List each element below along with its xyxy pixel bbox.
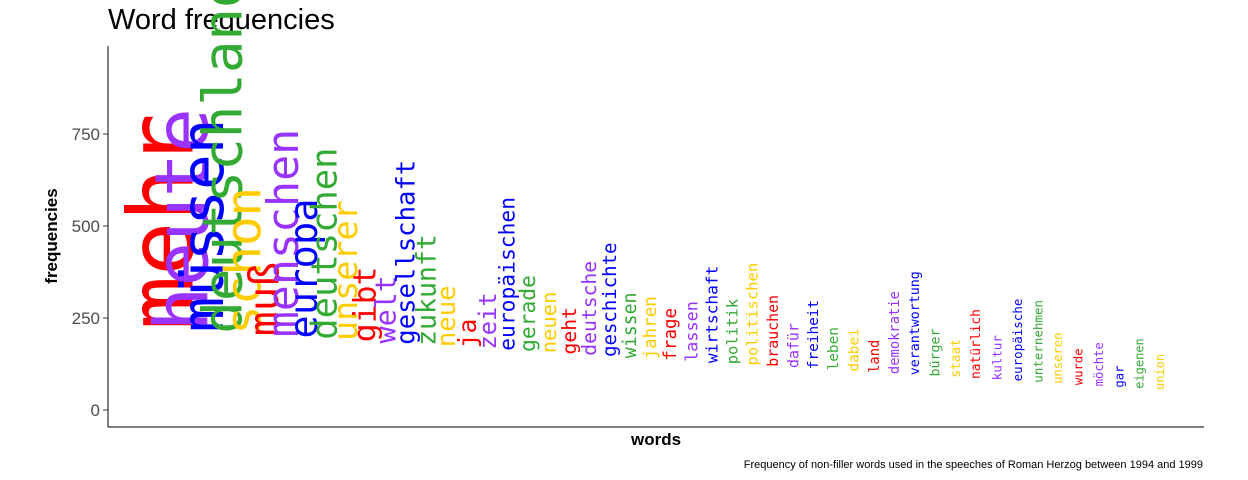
word-marks: mehrheutemüssendeutschlandschonmußmensch… [110,0,1168,390]
word-mark-politischen: politischen [744,263,762,366]
word-mark-gesellschaft: gesellschaft [391,160,421,345]
word-mark-brauchen: brauchen [764,295,782,367]
word-mark-deutsche: deutsche [578,261,601,356]
word-mark-zeit: zeit [474,292,502,349]
word-mark-deutschen: deutschen [304,147,345,339]
word-mark-schon: schon [215,187,273,335]
word-mark-europäische: europäische [1010,299,1025,382]
word-mark-freiheit: freiheit [806,300,822,369]
word-mark-union: union [1153,354,1167,390]
word-mark-unternehmen: unternehmen [1030,300,1045,383]
axes: 0 250 500 750 [72,46,1204,428]
word-mark-verantwortung: verantwortung [908,271,923,375]
word-mark-frage: frage [661,308,681,361]
word-mark-europa: europa [282,198,327,338]
word-mark-eigenen: eigenen [1133,338,1147,389]
word-mark-natürlich: natürlich [969,309,984,379]
word-mark-heute: heute [139,108,225,331]
word-mark-dafür: dafür [784,323,802,368]
word-mark-unserer: unserer [326,200,365,341]
word-mark-land: land [867,340,883,373]
y-tick-label: 0 [91,401,100,420]
word-mark-wissen: wissen [620,292,641,358]
word-mark-wurde: wurde [1072,348,1086,385]
word-mark-bürger: bürger [929,328,944,376]
word-mark-möchte: möchte [1092,342,1106,386]
word-mark-menschen: menschen [259,129,309,338]
word-mark-gar: gar [1112,366,1126,388]
word-mark-lassen: lassen [682,301,702,362]
word-mark-zukunft: zukunft [411,234,442,346]
word-mark-neuen: neuen [537,292,561,354]
word-mark-welt: welt [370,275,403,343]
chart-title: Word frequencies [108,4,335,36]
word-mark-leben: leben [826,327,842,370]
word-mark-geschichte: geschichte [599,243,621,357]
word-mark-unseren: unseren [1051,333,1065,384]
word-mark-politik: politik [723,298,741,364]
y-tick-label: 500 [72,217,100,236]
word-mark-staat: staat [949,339,964,378]
y-tick-label: 250 [72,309,100,328]
word-mark-dabei: dabei [847,328,863,371]
word-mark-gibt: gibt [348,267,384,343]
word-mark-demokratie: demokratie [887,291,903,374]
word-mark-muß: muß [240,262,288,336]
word-mark-deutschland: deutschland [192,0,255,334]
word-mark-mehr: mehr [110,113,215,330]
word-mark-kultur: kultur [990,335,1005,381]
word-mark-müssen: müssen [168,119,237,333]
word-mark-geht: geht [558,307,581,354]
word-mark-gerade: gerade [516,275,541,352]
word-mark-europäischen: europäischen [496,197,521,351]
chart-caption: Frequency of non-filler words used in th… [743,459,1203,471]
word-mark-neue: neue [432,285,462,347]
x-axis-label: words [630,430,682,449]
y-tick-label: 750 [72,125,100,144]
word-mark-ja: ja [453,319,482,349]
word-mark-jahren: jahren [641,296,661,359]
word-mark-wirtschaft: wirtschaft [702,266,721,363]
